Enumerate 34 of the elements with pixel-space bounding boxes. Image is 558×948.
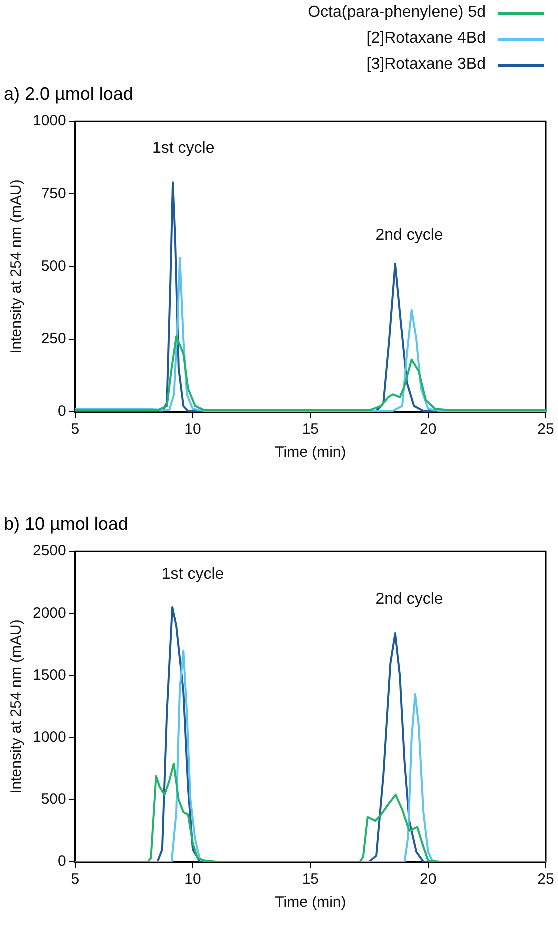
annotation: 1st cycle xyxy=(162,566,224,584)
y-tick-label: 500 xyxy=(41,258,66,275)
x-tick-label: 15 xyxy=(302,871,320,888)
legend-label: [3]Rotaxane 3Bd xyxy=(366,56,486,74)
annotation: 2nd cycle xyxy=(376,590,444,608)
chart-title: a) 2.0 µmol load xyxy=(4,84,134,104)
legend-label: Octa(para-phenylene) 5d xyxy=(308,4,486,22)
x-tick-label: 10 xyxy=(184,421,202,438)
y-tick-label: 1000 xyxy=(32,112,66,130)
y-tick-label: 2000 xyxy=(32,604,66,622)
y-tick-label: 500 xyxy=(41,791,66,808)
y-tick-label: 1500 xyxy=(32,666,66,684)
x-tick-label: 25 xyxy=(538,421,554,438)
annotation: 1st cycle xyxy=(152,140,215,157)
y-tick-label: 750 xyxy=(41,185,66,202)
y-tick-label: 2500 xyxy=(32,542,66,560)
x-tick-label: 15 xyxy=(302,421,320,438)
x-tick-label: 25 xyxy=(538,871,554,888)
y-tick-label: 1000 xyxy=(32,728,66,746)
y-tick-label: 0 xyxy=(58,403,66,420)
x-axis-title: Time (min) xyxy=(275,894,346,912)
x-tick-label: 20 xyxy=(420,871,437,888)
y-axis-title: Intensity at 254 nm (mAU) xyxy=(8,620,26,794)
x-tick-label: 5 xyxy=(71,871,80,888)
x-tick-label: 10 xyxy=(184,871,202,888)
x-tick-label: 20 xyxy=(420,421,437,438)
annotation: 2nd cycle xyxy=(376,226,444,244)
y-tick-label: 250 xyxy=(41,330,66,348)
legend-label: [2]Rotaxane 4Bd xyxy=(366,30,486,48)
y-axis-title: Intensity at 254 nm (mAU) xyxy=(8,180,26,354)
x-tick-label: 5 xyxy=(71,421,80,438)
chart-title: b) 10 µmol load xyxy=(4,514,128,534)
y-tick-label: 0 xyxy=(58,853,66,870)
x-axis-title: Time (min) xyxy=(275,444,346,462)
